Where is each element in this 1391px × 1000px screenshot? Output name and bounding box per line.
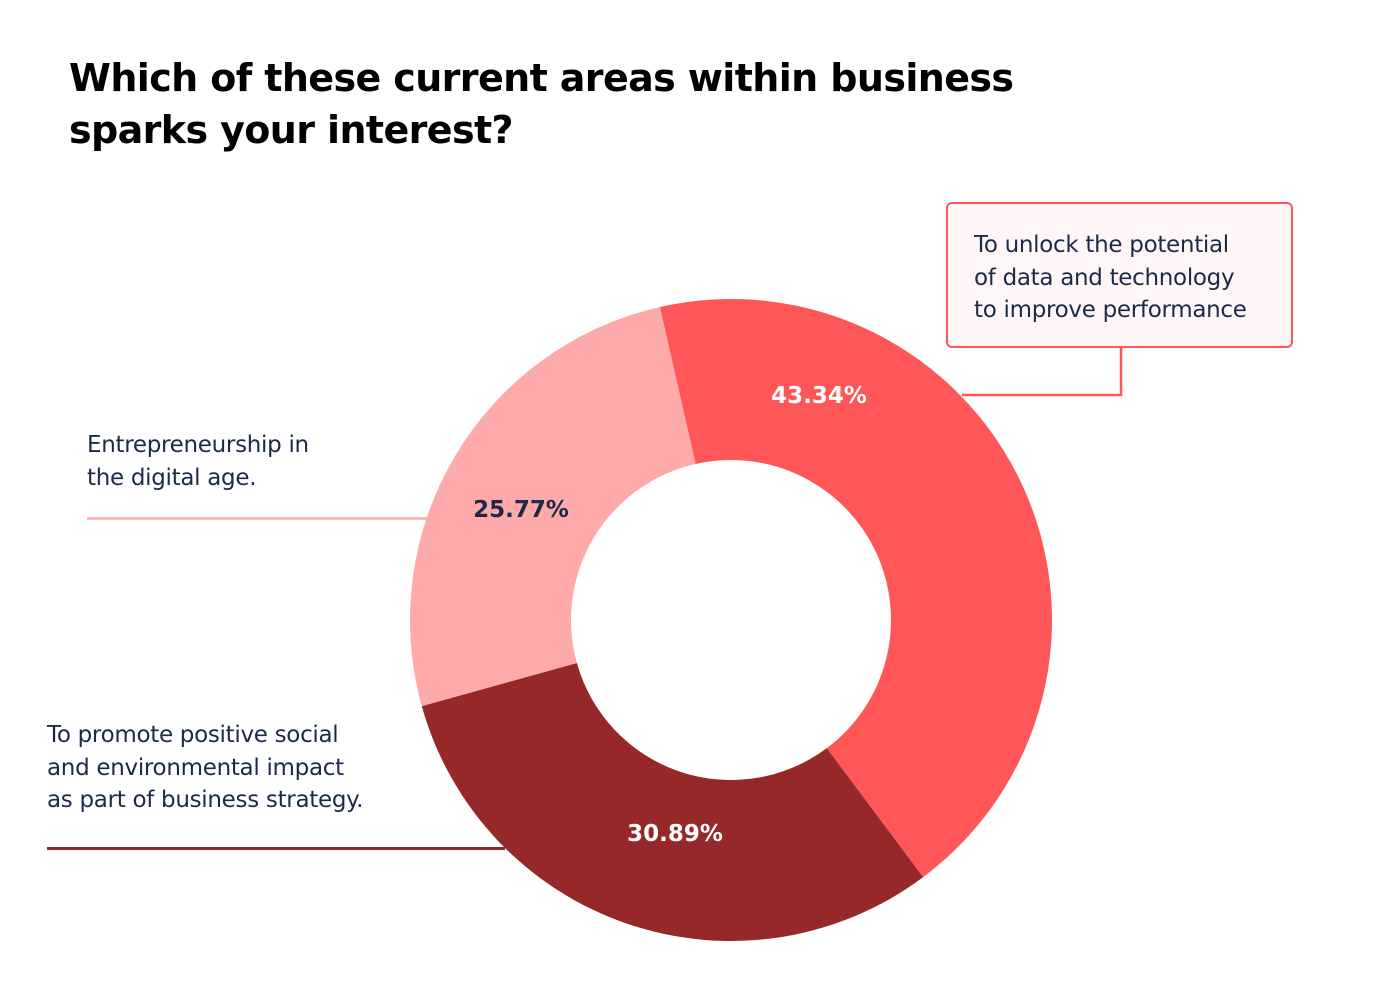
pct-label-entrepreneurship: 25.77% (473, 497, 569, 523)
label-entrepreneurship: Entrepreneurship in the digital age. (87, 429, 309, 494)
label-social-line-2: and environmental impact (47, 754, 344, 781)
label-social: To promote positive social and environme… (47, 719, 363, 817)
chart-title: Which of these current areas within busi… (69, 52, 1119, 156)
leader-line-data-tech (962, 348, 1123, 397)
pct-label-social: 30.89% (627, 821, 723, 847)
callout-data-tech: To unlock the potential of data and tech… (946, 202, 1293, 348)
chart-title-line-1: Which of these current areas within busi… (69, 56, 1014, 100)
donut-slices (410, 299, 1052, 941)
slice-entrepreneurship (410, 306, 696, 707)
label-data-tech: To unlock the potential of data and tech… (974, 229, 1247, 327)
label-social-line-1: To promote positive social (47, 722, 339, 748)
slice-data-tech (659, 299, 1052, 878)
label-data-tech-line-1: To unlock the potential (974, 232, 1229, 258)
label-social-line-3: as part of business strategy. (47, 787, 364, 813)
chart-title-line-2: sparks your interest? (69, 108, 514, 152)
label-data-tech-line-3: to improve performance (974, 297, 1247, 323)
label-entrepreneurship-line-2: the digital age. (87, 464, 257, 491)
pct-label-data-tech: 43.34% (771, 383, 867, 409)
label-data-tech-line-2: of data and technology (974, 264, 1235, 291)
slice-social (421, 662, 924, 941)
label-entrepreneurship-line-1: Entrepreneurship in (87, 432, 309, 458)
